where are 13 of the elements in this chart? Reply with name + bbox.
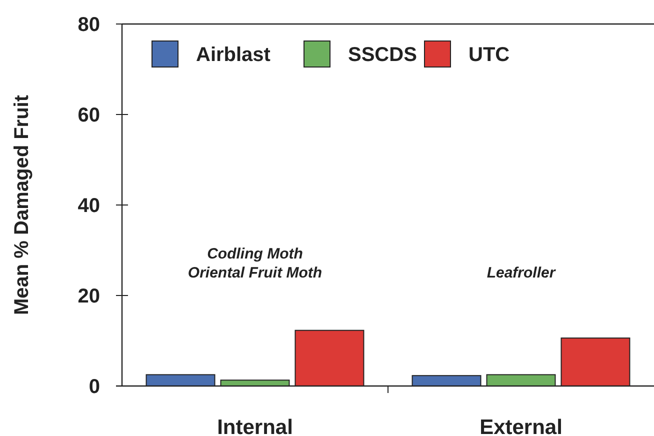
annotation: Codling Moth Oriental Fruit Moth [188,245,322,282]
legend-label: UTC [468,44,510,66]
x-tick-label: External [480,416,562,436]
y-tick-label: 80 [78,14,100,36]
y-tick-label: 60 [78,104,100,126]
x-tick-label: Internal [217,416,293,436]
y-tick-label: 20 [78,286,100,308]
y-tick-label: 40 [78,195,100,217]
legend-label: Airblast [196,44,271,66]
y-tick-label: 0 [88,376,100,398]
annotation: Leafroller [486,264,556,282]
legend-label: SSCDS [348,44,417,66]
y-axis-title: Mean % Damaged Fruit [11,94,33,316]
